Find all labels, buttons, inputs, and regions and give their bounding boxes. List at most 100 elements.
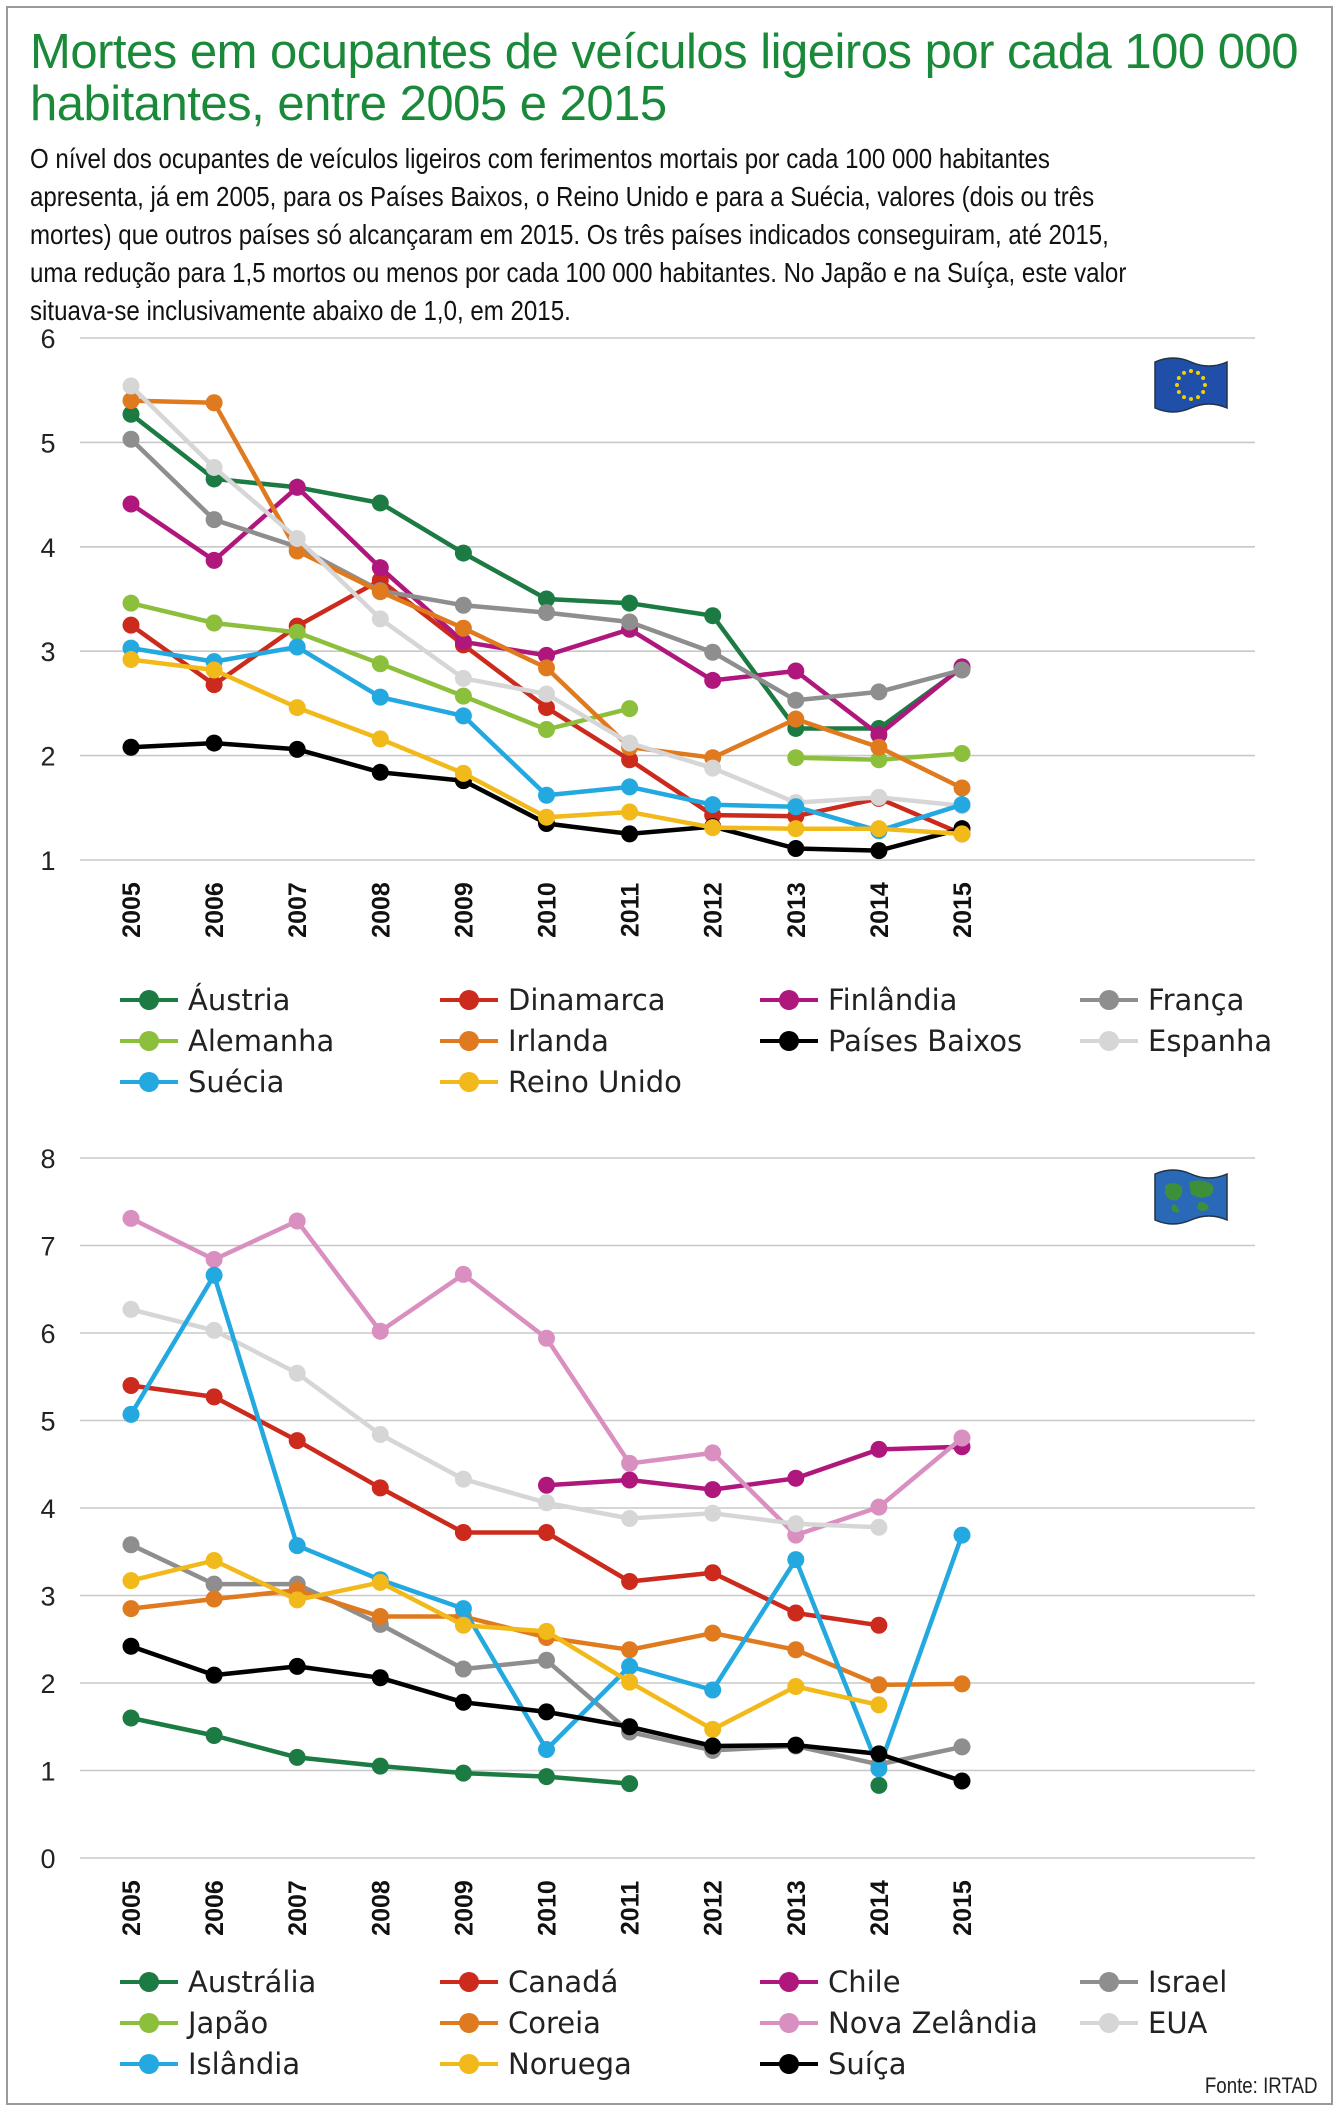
data-point [870, 842, 888, 860]
data-point [122, 1600, 140, 1618]
series-Finlândia [122, 478, 971, 744]
series-Irlanda [122, 392, 971, 797]
data-point [621, 1471, 639, 1489]
data-point [454, 707, 472, 725]
legend-label: Nova Zelândia [828, 2006, 1038, 2040]
data-point [704, 819, 722, 837]
data-point [454, 669, 472, 687]
data-point [704, 1624, 722, 1642]
legend-item: EUA [1080, 2003, 1207, 2043]
data-point [454, 596, 472, 614]
legend-swatch [440, 2013, 498, 2033]
data-point [122, 651, 140, 669]
data-point [205, 734, 223, 752]
data-point [870, 1518, 888, 1536]
y-tick-label: 6 [40, 324, 55, 354]
data-point [538, 1494, 555, 1512]
data-point [205, 551, 223, 569]
y-tick-label: 5 [40, 428, 55, 458]
data-point [704, 1720, 722, 1738]
data-point [621, 1641, 639, 1659]
legend-label: Finlândia [828, 983, 958, 1017]
series-Israel [122, 1536, 971, 1773]
data-point [538, 721, 555, 738]
legend-item: Dinamarca [440, 980, 666, 1020]
data-point [787, 798, 805, 816]
data-point [122, 495, 140, 513]
data-point [288, 542, 306, 560]
eu-flag-icon [1154, 357, 1228, 413]
data-point [454, 1265, 472, 1283]
data-point [122, 392, 140, 410]
legend-label: Austrália [188, 1965, 317, 1999]
legend-label: EUA [1148, 2006, 1208, 2040]
x-tick-label: 2008 [367, 882, 395, 938]
legend-item: Suíça [760, 2044, 907, 2084]
legend-swatch [760, 2054, 818, 2074]
data-point [704, 1481, 722, 1499]
data-point [704, 1444, 722, 1462]
data-point [953, 1526, 971, 1544]
data-point [122, 1209, 140, 1227]
intro-paragraph: O nível dos ocupantes de veículos ligeir… [30, 143, 1127, 326]
legend-item: Espanha [1080, 1021, 1272, 1061]
data-point [787, 1736, 805, 1754]
data-point [288, 1591, 306, 1609]
y-tick-label: 2 [40, 742, 55, 772]
data-point [538, 699, 555, 717]
data-point [953, 1738, 971, 1756]
y-tick-label: 1 [40, 1757, 55, 1787]
legend-swatch [1080, 2013, 1138, 2033]
x-tick-label: 2013 [783, 1880, 811, 1936]
x-tick-label: 2006 [201, 1880, 229, 1936]
x-tick-label: 2005 [118, 882, 146, 938]
legend-swatch [120, 2013, 178, 2033]
figure-frame [6, 6, 1333, 2105]
data-point [621, 700, 639, 718]
x-tick-label: 2007 [284, 882, 312, 938]
data-point [621, 1718, 639, 1736]
y-tick-label: 1 [40, 846, 55, 876]
data-point [953, 796, 971, 814]
legend-item: Noruega [440, 2044, 632, 2084]
legend-label: Suíça [828, 2047, 907, 2081]
data-point [205, 1266, 223, 1284]
data-point [704, 671, 722, 689]
data-point [704, 607, 722, 625]
data-point [870, 1696, 888, 1714]
x-tick-label: 2010 [534, 1880, 562, 1936]
data-point [787, 662, 805, 680]
legend-item: Irlanda [440, 1021, 609, 1061]
data-point [288, 638, 306, 656]
data-point [371, 655, 389, 673]
legend-label: Dinamarca [508, 983, 666, 1017]
legend-swatch [120, 1972, 178, 1992]
legend-swatch [440, 990, 498, 1010]
legend-swatch [440, 1031, 498, 1051]
legend-swatch [120, 2054, 178, 2074]
y-tick-label: 4 [40, 533, 55, 563]
data-point [870, 751, 888, 769]
data-point [288, 529, 306, 547]
data-point [371, 494, 389, 512]
data-point [288, 623, 306, 641]
legend-swatch [1080, 1031, 1138, 1051]
data-point [454, 1524, 472, 1541]
data-point [122, 1637, 140, 1655]
series-line [131, 1718, 879, 1785]
data-point [454, 633, 472, 651]
data-point [870, 1776, 888, 1794]
legend-item: França [1080, 980, 1244, 1020]
series-line [130, 1558, 880, 1732]
series-line [546, 1444, 963, 1492]
data-point [371, 1573, 389, 1591]
data-point [371, 730, 389, 748]
data-point [454, 1660, 472, 1678]
data-point [205, 511, 223, 529]
legend-label: Islândia [188, 2047, 301, 2081]
data-point [371, 610, 389, 628]
y-tick-label: 3 [40, 637, 55, 667]
x-tick-label: 2007 [284, 1880, 312, 1936]
data-point [704, 1564, 722, 1582]
data-point [953, 825, 971, 843]
